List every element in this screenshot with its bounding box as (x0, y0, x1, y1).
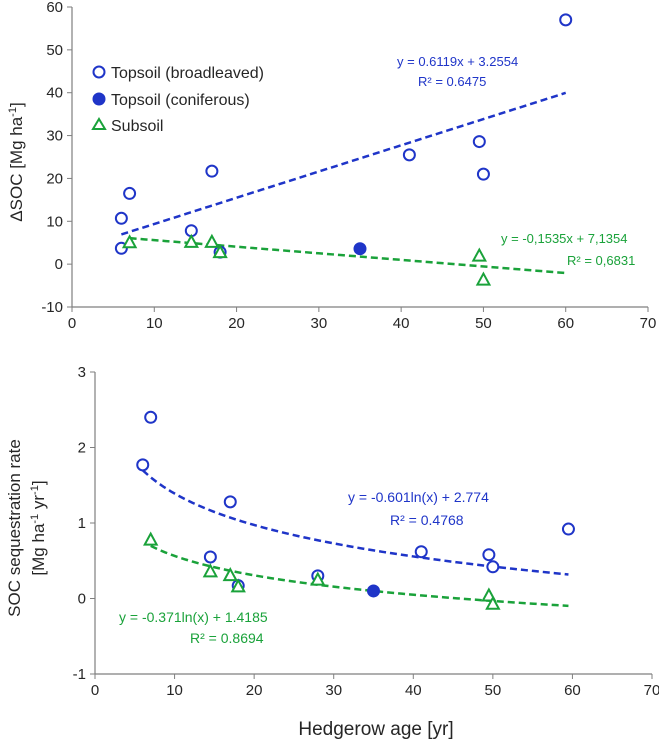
bottom-ylabel-end: ] (29, 480, 48, 485)
bottom-trendline-subsoil (150, 544, 569, 608)
bottom-ylabel-sup1: -1 (29, 514, 41, 524)
top-point-subsoil (212, 244, 228, 259)
bottom-y-tick-label: -1 (73, 666, 86, 683)
x-axis-label: Hedgerow age [yr] (298, 719, 453, 740)
legend-open-triangle-marker (91, 117, 107, 130)
bottom-trend-r2-subsoil: R² = 0.8694 (190, 630, 264, 646)
legend-label-subsoil: Subsoil (111, 118, 163, 135)
top-x-tick-label: 20 (228, 315, 245, 332)
delta-soc-plot: 0 10 20 30 40 50 60 70 -10 0 10 20 30 40 50 60 (41, 0, 656, 332)
top-point-subsoil (475, 271, 492, 286)
top-y-axis-label: ΔSOC [Mg ha-1] (7, 102, 26, 221)
bottom-point-broadleaved (136, 458, 150, 472)
bottom-x-tick-label: 20 (246, 682, 263, 699)
bottom-point-subsoil (202, 563, 219, 578)
bottom-point-subsoil (222, 567, 238, 582)
bottom-ylabel-part2: yr (29, 495, 48, 514)
top-y-tick-label: 30 (46, 128, 63, 145)
top-x-tick-label: 60 (557, 315, 574, 332)
top-x-tick-label: 30 (311, 315, 328, 332)
top-x-tick-label: 0 (68, 315, 76, 332)
top-point-subsoil (183, 233, 199, 248)
top-point-subsoil (121, 234, 138, 249)
top-trend-equation-broadleaved: y = 0.6119x + 3.2554 (397, 54, 518, 69)
top-y-tick-label: 10 (46, 213, 63, 230)
top-x-tick-label: 70 (640, 315, 657, 332)
bottom-trendline-broadleaved (141, 469, 569, 576)
bottom-trend-equation-subsoil: y = -0.371ln(x) + 1.4185 (119, 609, 268, 625)
bottom-trend-equation-broadleaved: y = -0.601ln(x) + 2.774 (348, 489, 489, 505)
legend-label-broadleaved: Topsoil (broadleaved) (111, 65, 264, 82)
bottom-ylabel-sup2: -1 (29, 485, 41, 495)
top-y-tick-label: 60 (46, 0, 63, 16)
bottom-x-tick-label: 70 (644, 682, 659, 699)
top-trendline-broadleaved (120, 91, 567, 236)
bottom-point-broadleaved (223, 495, 237, 509)
top-y-tick-label: 40 (46, 85, 63, 102)
bottom-point-subsoil (485, 595, 501, 610)
legend-label-coniferous: Topsoil (coniferous) (111, 92, 250, 109)
top-point-coniferous (353, 242, 367, 256)
top-point-subsoil (471, 247, 487, 262)
bottom-x-tick-label: 60 (564, 682, 581, 699)
bottom-trend-r2-broadleaved: R² = 0.4768 (390, 512, 464, 528)
top-point-broadleaved (402, 148, 416, 162)
legend-item-broadleaved: Topsoil (broadleaved) (92, 65, 264, 82)
top-y-tick-label: -10 (41, 299, 63, 316)
legend-item-coniferous: Topsoil (coniferous) (92, 92, 250, 109)
top-point-subsoil (204, 233, 220, 248)
top-x-tick-label: 50 (475, 315, 492, 332)
top-x-tick-label: 40 (393, 315, 410, 332)
legend-filled-circle-marker (92, 92, 106, 106)
bottom-y-axis-label-line2: [Mg ha-1 yr-1] (29, 480, 48, 575)
top-ylabel-main: ΔSOC [Mg ha (7, 116, 26, 221)
bottom-point-broadleaved (203, 550, 217, 564)
top-trend-r2-broadleaved: R² = 0.6475 (418, 74, 486, 89)
legend: Topsoil (broadleaved) Topsoil (coniferou… (91, 65, 264, 135)
bottom-y-tick-label: 0 (78, 591, 86, 608)
bottom-point-broadleaved (561, 522, 575, 536)
bottom-point-broadleaved (414, 545, 428, 559)
bottom-x-tick-label: 10 (166, 682, 183, 699)
bottom-x-tick-label: 30 (325, 682, 342, 699)
top-point-broadleaved (476, 167, 490, 181)
top-y-tick-label: 20 (46, 170, 63, 187)
top-point-broadleaved (472, 135, 486, 149)
top-trendline-subsoil (129, 236, 566, 275)
top-point-broadleaved (559, 13, 573, 27)
bottom-x-tick-label: 0 (91, 682, 99, 699)
top-x-tick-label: 10 (146, 315, 163, 332)
bottom-y-tick-label: 2 (78, 440, 86, 457)
bottom-x-tick-label: 50 (485, 682, 502, 699)
top-y-tick-label: 50 (46, 42, 63, 59)
top-trend-equation-subsoil: y = -0,1535x + 7,1354 (501, 231, 627, 246)
top-trend-r2-subsoil: R² = 0,6831 (567, 253, 635, 268)
top-y-tick-label: 0 (55, 256, 63, 273)
legend-item-subsoil: Subsoil (91, 117, 163, 135)
legend-open-circle-marker (92, 65, 106, 79)
bottom-x-tick-label: 40 (405, 682, 422, 699)
top-point-broadleaved (205, 164, 219, 178)
bottom-y-tick-label: 3 (78, 364, 86, 381)
bottom-y-tick-label: 1 (78, 515, 86, 532)
bottom-point-coniferous (367, 584, 380, 598)
bottom-ylabel-part1: [Mg ha (29, 523, 48, 576)
top-ylabel-sup: -1 (7, 107, 19, 117)
bottom-point-broadleaved (144, 410, 158, 424)
top-point-broadleaved (123, 186, 137, 200)
bottom-point-subsoil (310, 571, 326, 586)
soc-sequestration-plot: 0 10 20 30 40 50 60 70 -1 0 1 2 3 (73, 364, 659, 699)
bottom-point-broadleaved (482, 548, 496, 562)
bottom-point-subsoil (230, 578, 246, 593)
top-ylabel-end: ] (7, 102, 26, 107)
bottom-y-axis-label-line1: SOC sequestration rate (5, 439, 24, 617)
top-point-broadleaved (114, 211, 128, 225)
bottom-point-broadleaved (486, 560, 500, 574)
bottom-point-subsoil (143, 531, 159, 546)
